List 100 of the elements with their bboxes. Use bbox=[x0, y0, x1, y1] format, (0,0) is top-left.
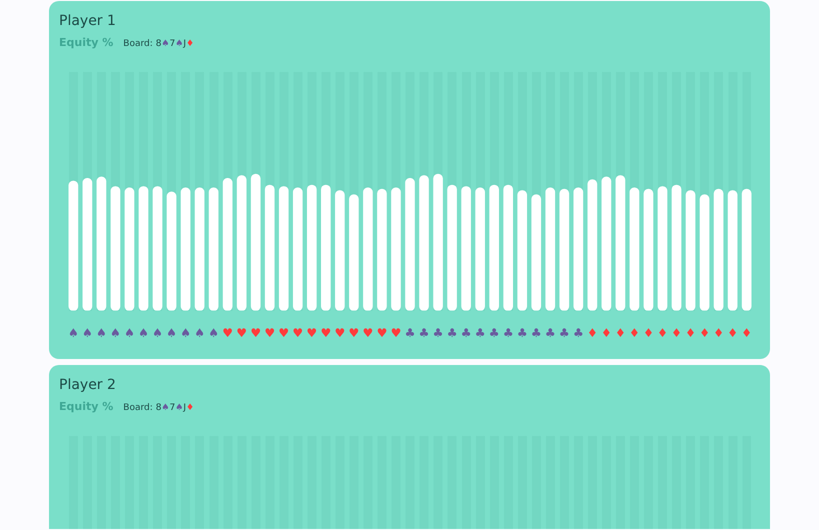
bar bbox=[573, 188, 584, 311]
x-tick-label: ♣ bbox=[446, 326, 458, 340]
bar bbox=[503, 184, 514, 311]
bar bbox=[124, 188, 134, 311]
x-tick-label: ♦ bbox=[713, 326, 724, 340]
bar bbox=[391, 188, 401, 311]
x-tick-label: ♦ bbox=[685, 326, 696, 340]
bar bbox=[349, 194, 359, 311]
bar bbox=[335, 190, 345, 311]
bar bbox=[152, 186, 162, 311]
bar bbox=[447, 184, 457, 311]
bar bbox=[264, 184, 275, 311]
bar bbox=[363, 188, 373, 311]
x-tick-label: ♠ bbox=[194, 326, 205, 340]
x-tick-label: ♦ bbox=[643, 326, 654, 340]
bar bbox=[292, 188, 303, 311]
x-tick-label: ♥ bbox=[264, 326, 276, 340]
x-tick-label: ♥ bbox=[376, 326, 388, 340]
bar bbox=[602, 176, 612, 311]
x-tick-label: ♣ bbox=[418, 326, 430, 340]
x-tick-label: ♣ bbox=[488, 326, 500, 340]
x-tick-label: ♣ bbox=[474, 326, 486, 340]
x-tick-label: ♥ bbox=[334, 326, 346, 340]
x-tick-label: ♥ bbox=[236, 326, 248, 340]
chart-subtitle: Equity % bbox=[59, 36, 114, 49]
x-tick-label: ♠ bbox=[68, 326, 79, 340]
bar bbox=[138, 186, 148, 311]
x-tick-label: ♦ bbox=[741, 326, 752, 340]
bar bbox=[616, 175, 626, 311]
x-tick-label: ♦ bbox=[629, 326, 640, 340]
x-tick-label: ♠ bbox=[208, 326, 220, 340]
x-tick-label: ♠ bbox=[166, 326, 177, 340]
x-tick-label: ♦ bbox=[586, 326, 598, 340]
x-tick-label: ♠ bbox=[152, 326, 163, 340]
bar bbox=[644, 188, 654, 311]
text: Equity % bbox=[59, 400, 114, 413]
bar bbox=[222, 178, 232, 311]
bar bbox=[377, 188, 387, 311]
bar bbox=[278, 186, 289, 311]
x-tick-label: ♣ bbox=[544, 326, 556, 340]
x-tick-label: ♣ bbox=[502, 326, 514, 340]
x-tick-label: ♦ bbox=[699, 326, 710, 340]
bar bbox=[194, 188, 204, 311]
x-tick-label: ♦ bbox=[615, 326, 626, 340]
bar bbox=[700, 194, 710, 311]
bar bbox=[588, 179, 598, 311]
x-tick-label: ♠ bbox=[82, 326, 93, 340]
x-tick-label: ♣ bbox=[516, 326, 528, 340]
bar bbox=[630, 188, 640, 311]
text: Board: 8♠7♠J♦ bbox=[123, 403, 194, 413]
bar bbox=[475, 188, 485, 311]
x-tick-label: ♦ bbox=[600, 326, 612, 340]
x-tick-label: ♣ bbox=[404, 326, 416, 340]
x-tick-label: ♣ bbox=[558, 326, 570, 340]
x-tick-label: ♦ bbox=[727, 326, 738, 340]
x-tick-label: ♠ bbox=[124, 326, 135, 340]
x-tick-label: ♥ bbox=[320, 326, 332, 340]
text: Player 2 bbox=[59, 377, 116, 393]
x-tick-label: ♥ bbox=[278, 326, 290, 340]
bar bbox=[82, 178, 92, 311]
bar bbox=[658, 186, 668, 311]
bar bbox=[433, 174, 443, 311]
chart-title: Player 1 bbox=[59, 13, 116, 29]
bar bbox=[166, 192, 176, 311]
bar bbox=[714, 188, 724, 311]
bar bbox=[180, 188, 190, 311]
x-tick-label: ♥ bbox=[348, 326, 360, 340]
x-tick-label: ♥ bbox=[222, 326, 234, 340]
x-tick-label: ♣ bbox=[460, 326, 472, 340]
x-tick-label: ♥ bbox=[362, 326, 374, 340]
x-tick-label: ♦ bbox=[657, 326, 668, 340]
bar bbox=[489, 184, 499, 311]
bar bbox=[728, 190, 738, 311]
bar bbox=[236, 175, 247, 311]
bar bbox=[208, 188, 218, 311]
x-tick-label: ♠ bbox=[96, 326, 107, 340]
x-tick-label: ♣ bbox=[572, 326, 584, 340]
x-tick-label: ♣ bbox=[530, 326, 542, 340]
bar bbox=[321, 184, 331, 311]
bar bbox=[559, 188, 570, 311]
x-tick-label: ♥ bbox=[292, 326, 304, 340]
x-tick-label: ♠ bbox=[138, 326, 149, 340]
bar bbox=[306, 184, 317, 311]
x-tick-label: ♦ bbox=[671, 326, 682, 340]
x-tick-label: ♥ bbox=[250, 326, 262, 340]
bar bbox=[686, 190, 696, 311]
x-tick-label: ♣ bbox=[432, 326, 444, 340]
bar bbox=[545, 188, 556, 311]
x-tick-label: ♠ bbox=[110, 326, 121, 340]
x-tick-label: ♥ bbox=[306, 326, 318, 340]
bar bbox=[250, 174, 261, 311]
bar bbox=[461, 186, 471, 311]
bar bbox=[110, 186, 120, 311]
x-tick-label: ♥ bbox=[390, 326, 402, 340]
text: Board: 8♠7♠J♦ bbox=[123, 39, 194, 49]
bar bbox=[96, 176, 106, 311]
bar bbox=[419, 175, 429, 311]
bar bbox=[742, 188, 752, 311]
bar bbox=[672, 184, 682, 311]
bar bbox=[68, 180, 78, 311]
